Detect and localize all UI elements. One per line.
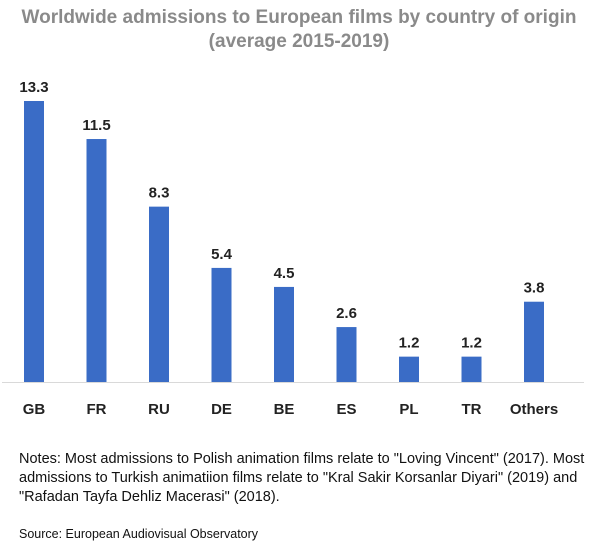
chart-title-line-1: Worldwide admissions to European films b… [21, 7, 577, 28]
chart-title: Worldwide admissions to European films b… [0, 6, 598, 54]
bar-others [524, 301, 544, 382]
bar-de [211, 267, 232, 382]
bar-gb [24, 101, 44, 382]
category-label-others: Others [510, 401, 558, 418]
category-label-de: DE [211, 401, 232, 418]
chart-title-line-2: (average 2015-2019) [208, 31, 390, 52]
value-label-fr: 11.5 [82, 117, 110, 134]
bar-fr [86, 139, 107, 382]
bar-es [336, 327, 357, 382]
value-label-de: 5.4 [211, 246, 233, 263]
bar-tr [461, 356, 482, 382]
value-labels-layer: 13.3 11.5 8.3 5.4 4.5 2.6 1.2 1.2 3.8 [19, 79, 544, 352]
category-label-pl: PL [399, 401, 418, 418]
value-label-tr: 1.2 [461, 335, 482, 352]
value-label-others: 3.8 [524, 280, 545, 297]
category-label-ru: RU [148, 401, 170, 418]
chart-notes: Notes: Most admissions to Polish animati… [19, 451, 585, 505]
bar-pl [399, 356, 419, 382]
category-label-tr: TR [462, 401, 482, 418]
category-label-gb: GB [23, 401, 46, 418]
bar-be [274, 286, 294, 382]
value-label-ru: 8.3 [149, 185, 170, 202]
category-label-es: ES [336, 401, 356, 418]
bars-layer [24, 101, 544, 382]
bar-ru [149, 206, 169, 382]
value-label-es: 2.6 [336, 305, 357, 322]
chart-source: Source: European Audiovisual Observatory [19, 527, 259, 541]
value-label-gb: 13.3 [19, 79, 48, 96]
category-label-fr: FR [87, 401, 107, 418]
value-label-be: 4.5 [274, 265, 295, 282]
bar-chart: 13.3 11.5 8.3 5.4 4.5 2.6 1.2 1.2 3.8 GB FR RU DE BE… [2, 79, 584, 418]
category-label-be: BE [274, 401, 295, 418]
value-label-pl: 1.2 [399, 335, 420, 352]
category-labels-layer: GB FR RU DE BE ES PL TR Others [23, 401, 558, 418]
